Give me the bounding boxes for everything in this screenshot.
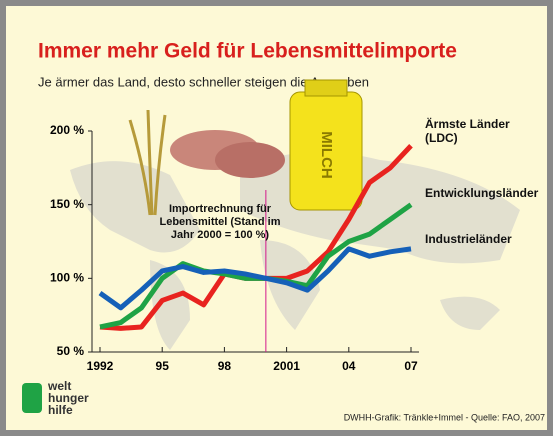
x-tick-label: 1992 — [87, 359, 114, 373]
legend-label: Entwicklungsländer — [425, 186, 539, 200]
y-tick-label: 100 % — [50, 271, 84, 285]
logo-text: welt hunger hilfe — [48, 379, 89, 417]
milk-can — [289, 79, 363, 211]
milk-label: MILCH — [318, 131, 335, 179]
chart-subtitle: Je ärmer das Land, desto schneller steig… — [38, 74, 369, 89]
source: DWHH-Grafik: Tränkle+Immel - Quelle: FAO… — [344, 412, 545, 422]
wheat-illustration — [128, 109, 167, 216]
x-tick-label: 98 — [218, 359, 232, 373]
meat-illustration — [170, 130, 285, 178]
y-tick-label: 200 % — [50, 123, 84, 137]
x-tick-label: 07 — [404, 359, 418, 373]
legend-label: Industrieländer — [425, 232, 512, 246]
annotation: Importrechnung für Lebensmittel (Stand i… — [159, 203, 281, 241]
legend-label: Ärmste Länder (LDC) — [425, 117, 510, 145]
x-tick-label: 95 — [156, 359, 170, 373]
y-tick-label: 50 % — [57, 344, 85, 358]
logo-icon — [22, 383, 42, 413]
x-tick-label: 2001 — [273, 359, 300, 373]
y-tick-label: 150 % — [50, 197, 84, 211]
series-line — [98, 246, 412, 311]
chart-title: Immer mehr Geld für Lebensmittelimporte — [38, 40, 457, 63]
x-tick-label: 04 — [342, 359, 356, 373]
